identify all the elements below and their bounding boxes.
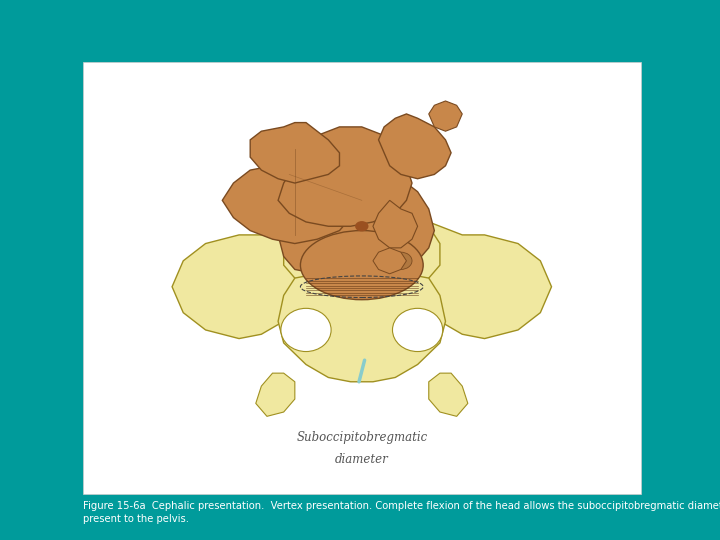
Polygon shape [256,373,295,416]
Ellipse shape [281,308,331,352]
Polygon shape [278,274,446,382]
Polygon shape [278,166,434,274]
Polygon shape [222,157,351,244]
Polygon shape [429,373,468,416]
Polygon shape [278,127,412,226]
Polygon shape [401,222,552,339]
FancyBboxPatch shape [83,62,641,494]
Ellipse shape [300,231,423,300]
Ellipse shape [392,308,443,352]
Polygon shape [373,248,406,274]
Text: Figure 15-6a  Cephalic presentation.  Vertex presentation. Complete flexion of t: Figure 15-6a Cephalic presentation. Vert… [83,501,720,524]
Circle shape [355,221,369,232]
Polygon shape [373,200,418,248]
Polygon shape [284,222,440,291]
Text: diameter: diameter [335,453,389,466]
Polygon shape [379,114,451,179]
Text: Suboccipitobregmatic: Suboccipitobregmatic [296,431,428,444]
Polygon shape [251,123,340,183]
Polygon shape [172,222,323,339]
Circle shape [390,252,412,269]
Polygon shape [429,101,462,131]
